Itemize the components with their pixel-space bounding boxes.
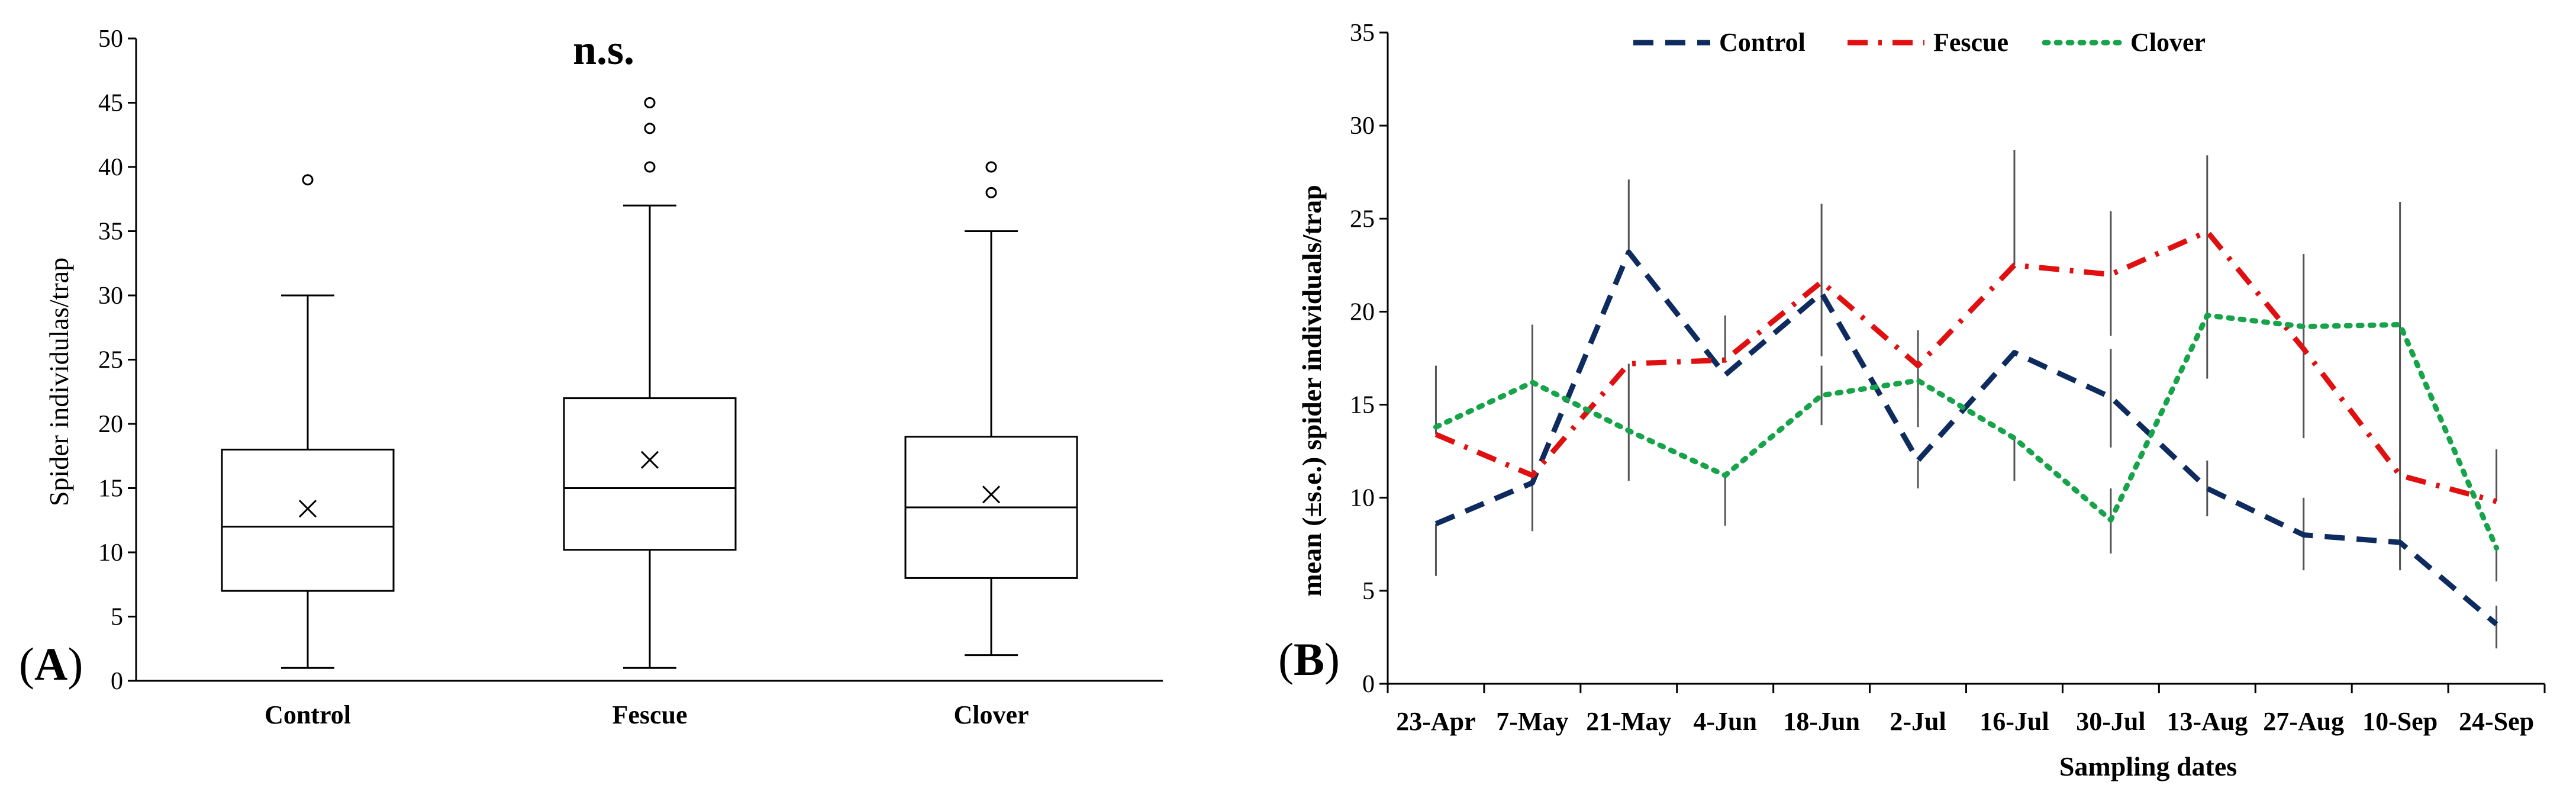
- y-tick-label-25: 25: [1350, 205, 1375, 233]
- y-tick-label-10: 10: [98, 539, 123, 567]
- panel-b-legend: Control Fescue Clover: [1633, 28, 2206, 57]
- panel-a-y-axis-label: Spider individulas/trap: [44, 258, 74, 506]
- series-line-clover: [1433, 313, 2500, 551]
- y-tick-label-15: 15: [98, 475, 123, 503]
- panel-a-y-ticks: 0 5 10 15 20 25 30 35 40 45 50: [98, 25, 136, 695]
- panel-b-label: (B): [1278, 633, 1340, 685]
- panel-a-boxes: Control Fescue Clover: [221, 97, 1078, 729]
- y-tick-label-0: 0: [1362, 671, 1375, 698]
- outlier-fescue-45: [644, 97, 656, 108]
- panel-b-x-ticks: 23-Apr 7-May 21-May 4-Jun 18-Jun 2-Jul 16-Jul 3…: [1387, 684, 2546, 736]
- y-tick-label-40: 40: [98, 154, 123, 181]
- x-tick-label-10-sep: 10-Sep: [2362, 707, 2438, 736]
- y-tick-label-35: 35: [1350, 20, 1375, 47]
- y-tick-label-15: 15: [1350, 392, 1375, 419]
- box-iqr-fescue: [563, 397, 737, 551]
- y-tick-label-5: 5: [1362, 578, 1375, 605]
- outlier-fescue-43: [644, 123, 656, 134]
- x-tick-label-7-may: 7-May: [1496, 707, 1568, 736]
- mean-marker-b-fescue: [640, 451, 659, 469]
- legend-label-clover: Clover: [2130, 28, 2206, 57]
- y-tick-label-35: 35: [98, 218, 123, 246]
- panel-b-y-ticks: 0 5 10 15 20 25 30 35: [1350, 20, 1388, 698]
- panel-b-x-axis-label: Sampling dates: [2059, 751, 2237, 781]
- mean-marker-b-clover: [982, 485, 1001, 504]
- outlier-control-39: [302, 174, 314, 186]
- y-tick-label-20: 20: [98, 411, 123, 438]
- x-tick-label-13-aug: 13-Aug: [2166, 707, 2248, 736]
- significance-annotation: n.s.: [573, 26, 634, 73]
- outlier-clover-38: [985, 186, 997, 198]
- box-control: Control: [221, 174, 395, 729]
- x-tick-label-24-sep: 24-Sep: [2459, 707, 2534, 736]
- x-tick-label-21-may: 21-May: [1586, 707, 1671, 736]
- legend-label-fescue: Fescue: [1933, 28, 2008, 57]
- x-tick-label-2-jul: 2-Jul: [1890, 707, 1946, 736]
- x-tick-label-18-jun: 18-Jun: [1783, 707, 1860, 736]
- series-line-control: [1434, 249, 2498, 626]
- x-tick-label-4-jun: 4-Jun: [1693, 707, 1757, 736]
- panel-b-y-axis-label: mean (±s.e.) spider individuals/trap: [1297, 185, 1327, 596]
- legend-label-control: Control: [1719, 28, 1806, 57]
- panel-b-line-chart: (B) mean (±s.e.) spider individuals/trap…: [1278, 20, 2546, 781]
- x-tick-label-23-apr: 23-Apr: [1396, 707, 1475, 736]
- y-tick-label-5: 5: [111, 604, 123, 631]
- x-tick-label-30-jul: 30-Jul: [2076, 707, 2145, 736]
- x-tick-label-27-aug: 27-Aug: [2263, 707, 2344, 736]
- box-iqr-control: [221, 448, 395, 592]
- mean-marker-b-control: [298, 500, 317, 518]
- y-tick-label-0: 0: [111, 668, 123, 695]
- box-fescue: Fescue: [563, 97, 737, 729]
- y-tick-label-30: 30: [1350, 112, 1375, 140]
- x-tick-label-16-jul: 16-Jul: [1979, 707, 2049, 736]
- outlier-clover-40: [985, 161, 997, 173]
- panel-b-series: [1433, 229, 2500, 626]
- panel-a-boxplot: n.s. (A) Spider individulas/trap 0 5 10 15 2…: [19, 25, 1163, 729]
- y-tick-label-25: 25: [98, 347, 123, 374]
- category-label-clover: Clover: [953, 700, 1029, 729]
- panel-b-error-bars: [1434, 150, 2498, 649]
- y-tick-label-50: 50: [98, 25, 123, 53]
- y-tick-label-20: 20: [1350, 298, 1375, 326]
- series-line-fescue: [1434, 229, 2497, 504]
- y-tick-label-30: 30: [98, 282, 123, 310]
- y-tick-label-10: 10: [1350, 485, 1375, 512]
- outlier-fescue-40: [644, 161, 656, 173]
- y-tick-label-45: 45: [98, 90, 123, 117]
- category-label-control: Control: [265, 700, 351, 729]
- category-label-fescue: Fescue: [612, 700, 687, 729]
- panel-a-label: (A): [19, 638, 83, 690]
- box-clover: Clover: [904, 161, 1078, 729]
